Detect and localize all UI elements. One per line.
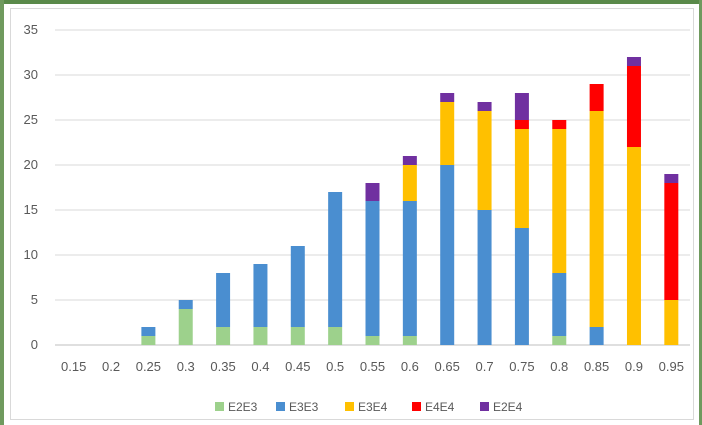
bar-segment-e2e3 [290, 327, 305, 345]
bar-segment-e3e3 [141, 327, 156, 336]
bar-segment-e3e3 [552, 273, 567, 336]
bar-segment-e4e4 [589, 84, 604, 111]
bar-segment-e2e3 [253, 327, 268, 345]
legend-label: E2E3 [228, 400, 258, 414]
bar-segment-e2e3 [328, 327, 343, 345]
y-tick-label: 30 [24, 67, 38, 82]
x-tick-label: 0.8 [550, 359, 568, 374]
bar-segment-e3e3 [290, 246, 305, 327]
x-tick-label: 0.2 [102, 359, 120, 374]
bar-segment-e2e3 [178, 309, 193, 345]
bars [141, 57, 679, 345]
x-tick-label: 0.6 [401, 359, 419, 374]
bar-segment-e2e4 [514, 93, 529, 120]
bar-segment-e2e3 [552, 336, 567, 345]
legend-label: E4E4 [425, 400, 455, 414]
bar-segment-e4e4 [552, 120, 567, 129]
y-tick-label: 10 [24, 247, 38, 262]
bar-segment-e2e3 [216, 327, 231, 345]
legend: E2E3 E3E3 E3E4 E4E4 E2E4 [215, 400, 523, 414]
x-tick-label: 0.55 [360, 359, 385, 374]
bar-segment-e3e3 [402, 201, 417, 336]
bar-segment-e3e3 [253, 264, 268, 327]
x-tick-label: 0.7 [476, 359, 494, 374]
x-tick-label: 0.4 [251, 359, 269, 374]
y-tick-label: 25 [24, 112, 38, 127]
bar-segment-e4e4 [514, 120, 529, 129]
x-tick-label: 0.45 [285, 359, 310, 374]
bar-segment-e3e3 [589, 327, 604, 345]
gridlines [55, 29, 690, 346]
bar-segment-e3e4 [589, 111, 604, 327]
legend-label: E2E4 [493, 400, 523, 414]
x-tick-label: 0.25 [136, 359, 161, 374]
bar-segment-e3e4 [402, 165, 417, 201]
x-tick-label: 0.75 [509, 359, 534, 374]
bar-segment-e2e4 [626, 57, 641, 66]
x-tick-label: 0.9 [625, 359, 643, 374]
bar-segment-e2e4 [365, 183, 380, 201]
bar-segment-e2e4 [664, 174, 679, 183]
x-axis-ticks: 0.15 0.2 0.25 0.3 0.35 0.4 0.45 0.5 0.55 0.6 0.65 0… [61, 359, 684, 374]
legend-swatch [276, 402, 285, 411]
bar-segment-e3e3 [514, 228, 529, 345]
y-tick-label: 15 [24, 202, 38, 217]
bar-segment-e2e4 [402, 156, 417, 165]
bar-segment-e3e3 [365, 201, 380, 336]
frame-left-border [0, 0, 4, 425]
bar-segment-e3e3 [178, 300, 193, 309]
legend-swatch [412, 402, 421, 411]
x-tick-label: 0.65 [435, 359, 460, 374]
legend-swatch [345, 402, 354, 411]
bar-segment-e2e3 [365, 336, 380, 345]
bar-segment-e4e4 [626, 66, 641, 147]
x-tick-label: 0.15 [61, 359, 86, 374]
x-tick-label: 0.35 [210, 359, 235, 374]
bar-segment-e2e3 [402, 336, 417, 345]
legend-swatch [215, 402, 224, 411]
legend-label: E3E4 [358, 400, 388, 414]
bar-segment-e4e4 [664, 183, 679, 300]
bar-segment-e3e4 [552, 129, 567, 273]
y-tick-label: 0 [31, 337, 38, 352]
y-axis-ticks: 0 5 10 15 20 25 30 35 [24, 22, 38, 352]
y-tick-label: 5 [31, 292, 38, 307]
x-tick-label: 0.95 [659, 359, 684, 374]
bar-segment-e3e3 [328, 192, 343, 327]
y-tick-label: 35 [24, 22, 38, 37]
bar-segment-e3e4 [440, 102, 455, 165]
bar-segment-e3e4 [664, 300, 679, 345]
bar-segment-e2e4 [440, 93, 455, 102]
bar-segment-e3e4 [626, 147, 641, 345]
legend-label: E3E3 [289, 400, 319, 414]
chart-area-border [10, 8, 694, 420]
bar-segment-e3e4 [477, 111, 492, 210]
legend-swatch [480, 402, 489, 411]
y-tick-label: 20 [24, 157, 38, 172]
x-tick-label: 0.85 [584, 359, 609, 374]
bar-segment-e3e3 [216, 273, 231, 327]
x-tick-label: 0.3 [177, 359, 195, 374]
bar-segment-e3e3 [440, 165, 455, 345]
bar-segment-e2e4 [477, 102, 492, 111]
bar-segment-e3e4 [514, 129, 529, 228]
x-tick-label: 0.5 [326, 359, 344, 374]
bar-segment-e2e3 [141, 336, 156, 345]
bar-segment-e3e3 [477, 210, 492, 345]
frame-right-border [699, 0, 702, 425]
frame-top-border [0, 0, 702, 4]
